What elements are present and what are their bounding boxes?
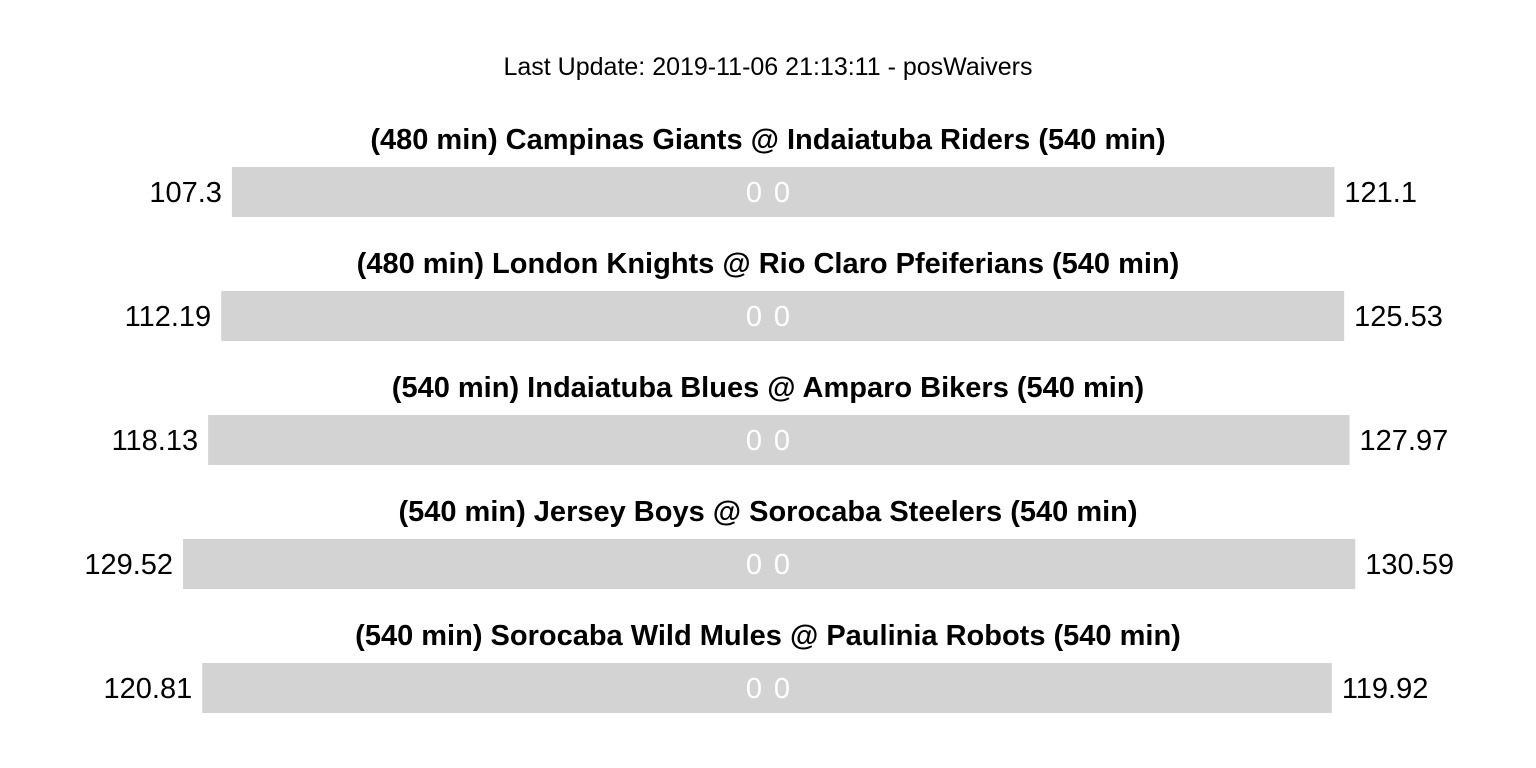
home-score: 127.97 xyxy=(1360,425,1449,457)
matchup-row: (480 min) London Knights @ Rio Claro Pfe… xyxy=(125,248,1443,341)
away-score: 118.13 xyxy=(112,425,199,457)
last-update-label: Last Update: 2019-11-06 21:13:11 - posWa… xyxy=(503,53,1032,81)
home-bar-value: 0 xyxy=(774,301,790,333)
home-bar xyxy=(768,663,1332,713)
away-bar-value: 0 xyxy=(746,425,762,457)
away-bar-value: 0 xyxy=(746,301,762,333)
away-score: 112.19 xyxy=(125,301,212,333)
away-bar-value: 0 xyxy=(746,177,762,209)
matchup-title: (480 min) Campinas Giants @ Indaiatuba R… xyxy=(370,124,1165,156)
away-bar xyxy=(221,291,768,341)
away-score: 107.3 xyxy=(149,177,222,209)
matchup-title: (480 min) London Knights @ Rio Claro Pfe… xyxy=(357,248,1180,280)
away-bar xyxy=(208,415,768,465)
matchup-title: (540 min) Sorocaba Wild Mules @ Paulinia… xyxy=(355,620,1181,652)
home-bar xyxy=(768,415,1350,465)
home-bar-value: 0 xyxy=(774,425,790,457)
matchup-title: (540 min) Indaiatuba Blues @ Amparo Bike… xyxy=(392,372,1144,404)
home-score: 125.53 xyxy=(1354,301,1443,333)
away-bar-value: 0 xyxy=(746,549,762,581)
away-bar xyxy=(202,663,768,713)
matchup-row: (480 min) Campinas Giants @ Indaiatuba R… xyxy=(149,124,1417,217)
home-bar-value: 0 xyxy=(774,549,790,581)
away-bar xyxy=(183,539,768,589)
home-score: 130.59 xyxy=(1365,549,1454,581)
home-score: 119.92 xyxy=(1342,673,1429,705)
matchup-row: (540 min) Jersey Boys @ Sorocaba Steeler… xyxy=(84,496,1454,589)
away-score: 120.81 xyxy=(104,673,193,705)
away-score: 129.52 xyxy=(84,549,173,581)
home-score: 121.1 xyxy=(1344,177,1417,209)
home-bar xyxy=(768,539,1356,589)
matchup-title: (540 min) Jersey Boys @ Sorocaba Steeler… xyxy=(398,496,1137,528)
away-bar xyxy=(231,167,768,217)
matchup-row: (540 min) Indaiatuba Blues @ Amparo Bike… xyxy=(112,372,1449,465)
home-bar xyxy=(768,167,1335,217)
matchup-row: (540 min) Sorocaba Wild Mules @ Paulinia… xyxy=(104,620,1429,713)
matchup-rows: (480 min) Campinas Giants @ Indaiatuba R… xyxy=(84,124,1454,713)
away-bar-value: 0 xyxy=(746,673,762,705)
home-bar-value: 0 xyxy=(774,177,790,209)
home-bar-value: 0 xyxy=(774,673,790,705)
home-bar xyxy=(768,291,1345,341)
